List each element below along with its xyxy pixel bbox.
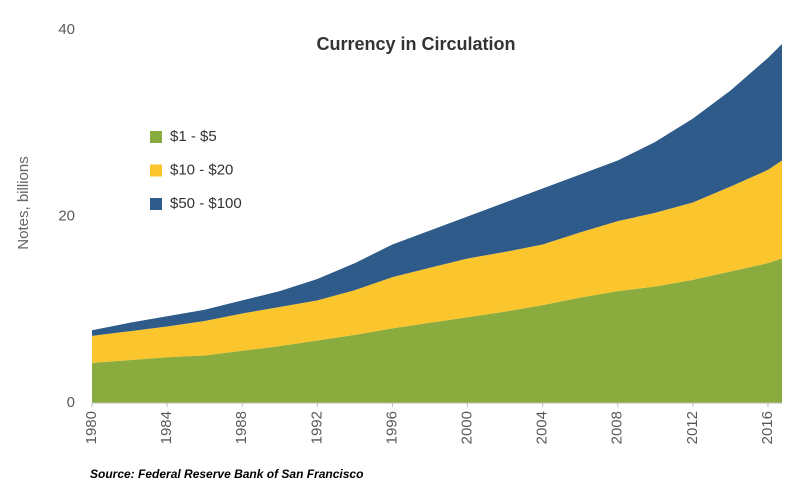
x-tick-label: 2012: [684, 411, 701, 444]
area: [92, 43, 782, 336]
source-note: Source: Federal Reserve Bank of San Fran…: [90, 467, 363, 481]
y-axis-label: Notes, billions: [15, 156, 32, 249]
legend-label: $10 - $20: [170, 161, 233, 178]
legend-swatch: [150, 164, 162, 177]
area: [92, 258, 782, 403]
legend-label: $50 - $100: [170, 195, 242, 212]
legend-label: $1 - $5: [170, 128, 217, 145]
x-tick-label: 2004: [534, 411, 551, 444]
x-tick-label: 1984: [158, 411, 175, 444]
legend-swatch: [150, 131, 162, 143]
area: [92, 160, 782, 363]
y-tick-label: 40: [58, 21, 75, 38]
y-tick-label: 20: [58, 207, 75, 224]
x-tick-label: 1996: [383, 411, 400, 444]
x-tick-label: 2008: [609, 411, 626, 444]
y-tick-label: 0: [67, 394, 75, 411]
legend-swatch: [150, 198, 162, 210]
chart-title: Currency in Circulation: [316, 34, 515, 54]
x-tick-label: 1980: [83, 411, 100, 444]
x-tick-label: 2016: [759, 411, 776, 444]
x-tick-label: 1988: [233, 411, 250, 444]
x-tick-label: 2000: [458, 411, 475, 444]
x-tick-label: 1992: [308, 411, 325, 444]
